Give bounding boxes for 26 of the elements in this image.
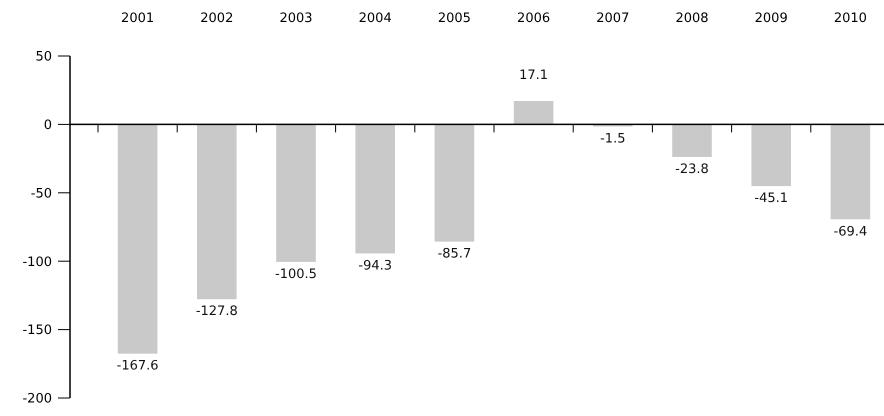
data-label: -94.3 <box>358 258 392 274</box>
data-label: -45.1 <box>754 191 788 206</box>
x-tick-label: 2002 <box>200 11 234 26</box>
x-tick-label: 2006 <box>517 11 550 26</box>
data-label: -1.5 <box>600 131 626 146</box>
y-tick-label: -200 <box>22 392 52 407</box>
y-tick-label: -100 <box>22 254 52 270</box>
data-label: -127.8 <box>196 304 238 320</box>
y-tick-label: -50 <box>30 186 52 202</box>
x-tick-label: 2009 <box>754 11 788 26</box>
data-label: -69.4 <box>834 224 868 240</box>
x-tick-label: 2001 <box>121 11 154 26</box>
data-label: -85.7 <box>438 246 472 262</box>
x-tick-label: 2007 <box>596 11 630 26</box>
y-tick-label: -150 <box>22 323 52 338</box>
data-label: -100.5 <box>275 266 317 282</box>
x-tick-label: 2008 <box>675 11 709 26</box>
y-tick-label: 50 <box>35 50 52 65</box>
data-label: 17.1 <box>519 68 548 84</box>
x-tick-label: 2003 <box>279 11 313 26</box>
y-tick-label: 0 <box>44 118 52 133</box>
data-label: -167.6 <box>116 358 159 374</box>
data-label: -23.8 <box>675 162 709 177</box>
x-tick-label: 2005 <box>438 11 471 26</box>
x-tick-label: 2010 <box>834 11 867 26</box>
x-tick-label: 2004 <box>358 11 392 26</box>
